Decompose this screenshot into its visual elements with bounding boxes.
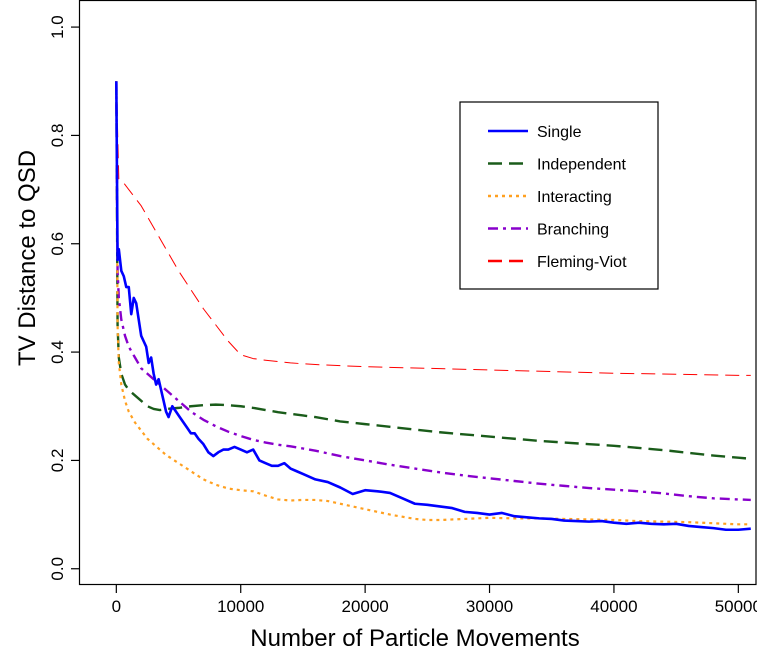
series-line-branching <box>115 81 751 502</box>
y-tick-label: 0.2 <box>48 449 67 473</box>
series-layer <box>115 81 751 532</box>
series-line-interacting <box>115 81 751 526</box>
series-line-single <box>115 81 751 532</box>
y-axis-title: TV Distance to QSD <box>14 150 41 366</box>
plot-frame <box>78 0 757 586</box>
legend-label-interacting: Interacting <box>537 189 612 206</box>
y-tick-label: 0.8 <box>48 124 67 148</box>
x-tick-label: 10000 <box>217 597 264 616</box>
legend-box <box>459 101 659 290</box>
legend-label-fleming-viot: Fleming-Viot <box>537 254 627 271</box>
y-tick-label: 0.4 <box>48 340 67 364</box>
x-axis-title: Number of Particle Movements <box>250 625 579 652</box>
x-tick-label: 0 <box>112 597 121 616</box>
series-line-independent <box>115 81 751 460</box>
x-tick-label: 20000 <box>341 597 388 616</box>
legend-label-branching: Branching <box>537 222 609 239</box>
series-line-fleming-viot <box>115 81 751 376</box>
x-tick-label: 40000 <box>590 597 637 616</box>
y-tick-label: 0.6 <box>48 232 67 256</box>
legend: Single Independent Interacting Branching Fle… <box>459 101 659 290</box>
legend-label-independent: Independent <box>537 157 627 174</box>
x-tick-label: 30000 <box>466 597 513 616</box>
legend-label-single: Single <box>537 124 582 141</box>
y-tick-label: 0.0 <box>48 557 67 581</box>
y-tick-label: 1.0 <box>48 15 67 39</box>
